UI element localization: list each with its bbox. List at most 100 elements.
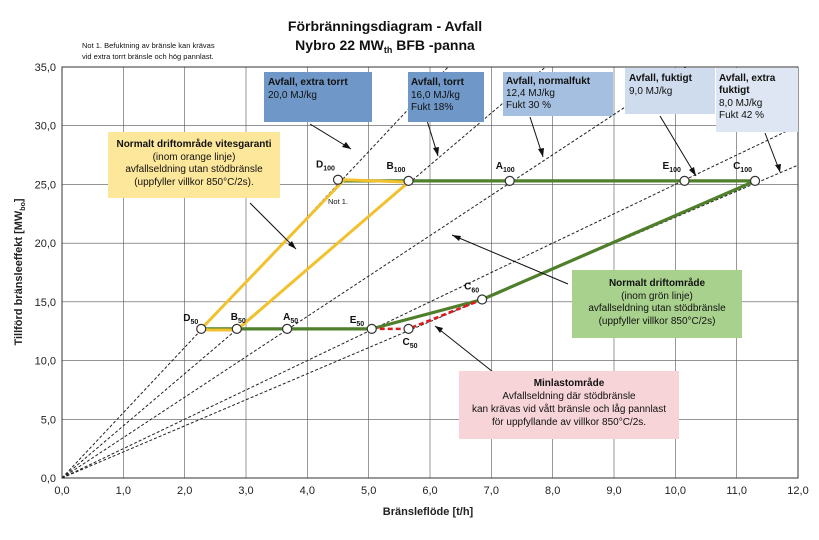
y-tick-label: 15,0	[35, 297, 56, 309]
fuel-box-normalfukt-line2: Fukt 30 %	[506, 100, 551, 111]
annotation-red-bg	[459, 371, 679, 439]
point-E100	[679, 175, 690, 187]
fuel-box-normalfukt-line1: 12,4 MJ/kg	[506, 88, 555, 99]
fuel-line-2	[61, 66, 687, 479]
annotation-green-title: Normalt driftområde	[609, 277, 706, 289]
arrowhead-fuktigt	[689, 167, 696, 176]
x-tick-label: 0,0	[54, 485, 69, 497]
arrowhead-torrt	[433, 147, 439, 156]
y-tick-label: 20,0	[35, 238, 56, 250]
annotation-green-bg	[572, 270, 742, 338]
point-C100	[749, 175, 761, 187]
point-C50	[403, 323, 414, 334]
point-label-A100: A100	[496, 161, 515, 174]
operating-points: D100 B100 A100 E100 C100 D50 B50 A50 E50 C50 C60	[183, 160, 761, 350]
fuel-box-extra-torrt-title: Avfall, extra torrt	[268, 77, 348, 88]
annotation-yellow: Normalt driftområde vitesgaranti (inom o…	[108, 132, 280, 198]
fuel-box-torrt-line1: 16,0 MJ/kg	[411, 90, 460, 101]
x-tick-label: 7,0	[484, 485, 499, 497]
point-B100	[403, 175, 414, 187]
fuel-box-fuktigt: Avfall, fuktigt 9,0 MJ/kg	[625, 68, 715, 114]
point-A50	[281, 323, 293, 334]
arrowhead-extra-fuktigt	[775, 164, 781, 172]
point-label-B100: B100	[387, 161, 406, 174]
small-note: Not 1.	[328, 197, 348, 206]
arrow-red-area	[434, 325, 494, 373]
annotation-yellow-line2: avfallseldning utan stödbränsle	[125, 164, 263, 175]
grid	[61, 66, 799, 479]
annotation-green-line3: (uppfyller villkor 850°C/2s)	[599, 316, 716, 327]
x-tick-label: 5,0	[361, 485, 376, 497]
y-axis-title: Tillförd bränsleeffekt [MWbo]	[13, 198, 27, 345]
chart-title-line2: Nybro 22 MWth BFB -panna	[295, 37, 475, 55]
point-D100	[332, 174, 344, 185]
fuel-box-fuktigt-title: Avfall, fuktigt	[629, 73, 693, 84]
fuel-box-fuktigt-line1: 9,0 MJ/kg	[629, 86, 672, 97]
x-tick-label: 10,0	[665, 485, 686, 497]
fuel-box-extra-fuktigt-title: Avfall, extra	[719, 73, 776, 84]
point-B50	[231, 323, 242, 334]
point-label-C50: C50	[403, 337, 418, 350]
point-label-C60: C60	[464, 282, 479, 295]
point-label-C100: C100	[733, 161, 752, 174]
fuel-box-torrt: Avfall, torrt 16,0 MJ/kg Fukt 18%	[408, 72, 484, 122]
chart-title-line2-rest: BFB -panna	[392, 37, 475, 53]
fuel-box-extra-fuktigt-line1: fuktigt	[719, 85, 750, 96]
point-E50	[366, 323, 377, 334]
point-label-E50: E50	[350, 315, 365, 328]
x-tick-label: 11,0	[726, 485, 747, 497]
arrow-heads	[288, 142, 781, 333]
fuel-box-extra-fuktigt-line2: 8,0 MJ/kg	[719, 98, 762, 109]
x-tick-label: 3,0	[238, 485, 253, 497]
x-tick-label: 12,0	[787, 485, 808, 497]
fuel-box-extra-fuktigt-bg	[716, 68, 798, 132]
x-axis-title: Bränsleflöde [t/h]	[383, 506, 474, 518]
fuel-box-fuktigt-bg	[625, 68, 715, 114]
y-tick-label: 25,0	[35, 179, 56, 191]
fuel-box-normalfukt-title: Avfall, normalfukt	[506, 76, 591, 87]
point-D50	[196, 323, 207, 334]
fuel-box-normalfukt-bg	[503, 72, 613, 116]
top-note-line2: vid extra torrt bränsle och hög pannlast…	[82, 52, 214, 61]
y-axis-title-end: ]	[13, 198, 25, 202]
point-label-E100: E100	[663, 161, 681, 174]
annotation-red: Minlastområde Avfallseldning där stödbrä…	[459, 371, 679, 439]
chart-title-line2-sub: th	[384, 45, 393, 55]
arrow-yellow-area	[249, 202, 297, 250]
plot-frame	[61, 66, 799, 479]
chart-title-line2-main: Nybro 22 MW	[295, 37, 384, 53]
arrowhead-green-area	[452, 235, 461, 241]
fuel-box-torrt-title: Avfall, torrt	[411, 77, 465, 88]
fuel-line-3	[61, 125, 799, 479]
y-tick-label: 10,0	[35, 356, 56, 368]
annotation-yellow-title: Normalt driftområde vitesgaranti	[116, 138, 271, 150]
fuel-box-torrt-line2: Fukt 18%	[411, 102, 453, 113]
annotation-red-line3: för uppfyllande av villkor 850°C/2s.	[492, 417, 646, 428]
y-tick-label: 35,0	[35, 62, 56, 74]
yellow-region-outline	[200, 178, 411, 332]
arrowhead-yellow-area	[288, 241, 296, 249]
point-label-A50: A50	[283, 312, 298, 325]
x-tick-label: 1,0	[116, 485, 131, 497]
arrow-fuktigt	[659, 115, 697, 177]
annotation-red-line2: kan krävas vid vått bränsle och låg pann…	[472, 403, 666, 415]
x-tick-label: 4,0	[300, 485, 315, 497]
point-label-D100: D100	[316, 160, 335, 173]
top-note-line1: Not 1. Befuktning av bränsle kan krävas	[82, 41, 215, 50]
fuel-box-extra-fuktigt-line3: Fukt 42 %	[719, 110, 764, 121]
annotation-red-title: Minlastområde	[534, 377, 605, 389]
arrow-green-area	[451, 234, 569, 285]
chart-title-line1: Förbränningsdiagram - Avfall	[288, 18, 482, 34]
annotation-yellow-bg	[108, 132, 280, 198]
annotation-yellow-line3: (uppfyller villkor 850°C/2s).	[134, 177, 254, 188]
y-tick-label: 0,0	[41, 473, 56, 485]
fuel-box-extra-torrt-line1: 20,0 MJ/kg	[268, 90, 317, 101]
x-tick-label: 9,0	[606, 485, 621, 497]
y-tick-label: 5,0	[41, 414, 56, 426]
x-tick-label: 8,0	[545, 485, 560, 497]
axis-ticks: 0,0 1,0 2,0 3,0 4,0 5,0 6,0 7,0 8,0 9,0 10,0 11,0 12…	[35, 62, 809, 497]
x-tick-label: 6,0	[422, 485, 437, 497]
fuel-box-extra-fuktigt: Avfall, extra fuktigt 8,0 MJ/kg Fukt 42 …	[716, 68, 798, 132]
annotation-red-line1: Avfallseldning där stödbränsle	[502, 391, 636, 402]
